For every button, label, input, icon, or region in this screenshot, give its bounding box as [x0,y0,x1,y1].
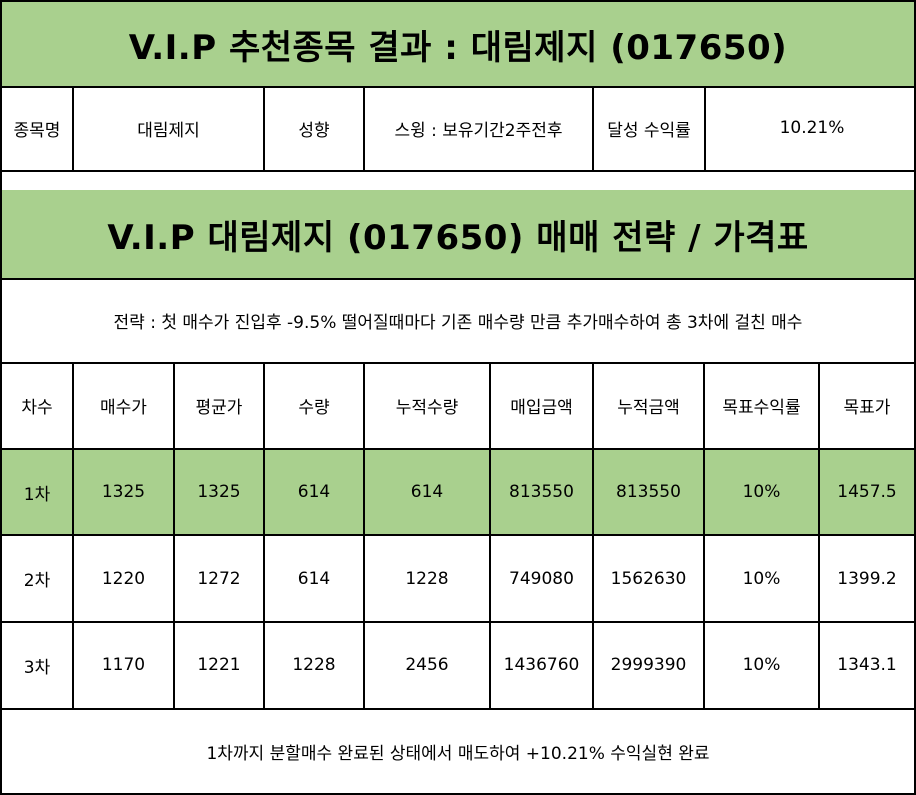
report-title-bar: V.I.P 추천종목 결과 : 대림제지 (017650) [0,0,916,88]
table-cell: 1399.2 [818,534,914,623]
trade-type-label: 성향 [263,86,365,170]
table-cell: 1170 [72,620,175,708]
table-cell: 749080 [489,534,594,623]
result-text: 1차까지 분할매수 완료된 상태에서 매도하여 +10.21% 수익실현 완료 [206,744,710,764]
header-cell: 누적수량 [363,362,491,451]
stock-name-value: 대림제지 [72,86,265,170]
header-cell: 목표가 [818,362,914,451]
achieved-return-value: 10.21% [704,86,916,170]
header-cell: 매수가 [72,362,175,451]
table-cell: 614 [263,534,365,623]
table-cell: 1457.5 [818,448,914,537]
table-cell: 1228 [263,620,365,708]
header-cell: 평균가 [173,362,265,451]
table-cell: 1436760 [489,620,594,708]
table-cell: 1325 [72,448,175,537]
table-cell: 1차 [2,448,74,537]
header-cell: 누적금액 [592,362,705,451]
table-cell: 2차 [2,534,74,623]
table-cell: 1562630 [592,534,705,623]
table-cell: 1343.1 [818,620,914,708]
header-cell: 수량 [263,362,365,451]
spacer-row [0,170,916,192]
trade-type-value: 스윙 : 보유기간2주전후 [363,86,594,170]
report-title: V.I.P 추천종목 결과 : 대림제지 (017650) [128,27,788,68]
table-header-row: 차수 매수가 평균가 수량 누적수량 매입금액 누적금액 목표수익률 목표가 [2,362,914,451]
strategy-description-row: 전략 : 첫 매수가 진입후 -9.5% 떨어질때마다 기존 매수량 만큼 추가… [0,278,916,364]
price-table: 차수 매수가 평균가 수량 누적수량 매입금액 누적금액 목표수익률 목표가 1… [0,362,916,710]
table-cell: 614 [263,448,365,537]
stock-name-label: 종목명 [2,86,74,170]
table-cell: 614 [363,448,491,537]
table-cell: 1228 [363,534,491,623]
table-cell: 10% [703,448,820,537]
header-cell: 차수 [2,362,74,451]
result-footer: 1차까지 분할매수 완료된 상태에서 매도하여 +10.21% 수익실현 완료 [0,708,916,795]
header-cell: 매입금액 [489,362,594,451]
table-row: 2차 1220 1272 614 1228 749080 1562630 10%… [2,534,914,623]
table-cell: 10% [703,620,820,708]
table-row: 1차 1325 1325 614 614 813550 813550 10% 1… [2,448,914,537]
table-cell: 2456 [363,620,491,708]
table-cell: 1220 [72,534,175,623]
table-cell: 3차 [2,620,74,708]
table-cell: 1272 [173,534,265,623]
table-cell: 1325 [173,448,265,537]
table-cell: 2999390 [592,620,705,708]
table-row: 3차 1170 1221 1228 2456 1436760 2999390 1… [2,620,914,708]
summary-row: 종목명 대림제지 성향 스윙 : 보유기간2주전후 달성 수익률 10.21% [0,86,916,172]
table-cell: 10% [703,534,820,623]
header-cell: 목표수익률 [703,362,820,451]
strategy-description: 전략 : 첫 매수가 진입후 -9.5% 떨어질때마다 기존 매수량 만큼 추가… [113,312,803,333]
achieved-return-label: 달성 수익률 [592,86,706,170]
table-cell: 1221 [173,620,265,708]
table-cell: 813550 [489,448,594,537]
strategy-title-bar: V.I.P 대림제지 (017650) 매매 전략 / 가격표 [0,190,916,280]
table-cell: 813550 [592,448,705,537]
strategy-title: V.I.P 대림제지 (017650) 매매 전략 / 가격표 [107,217,809,258]
